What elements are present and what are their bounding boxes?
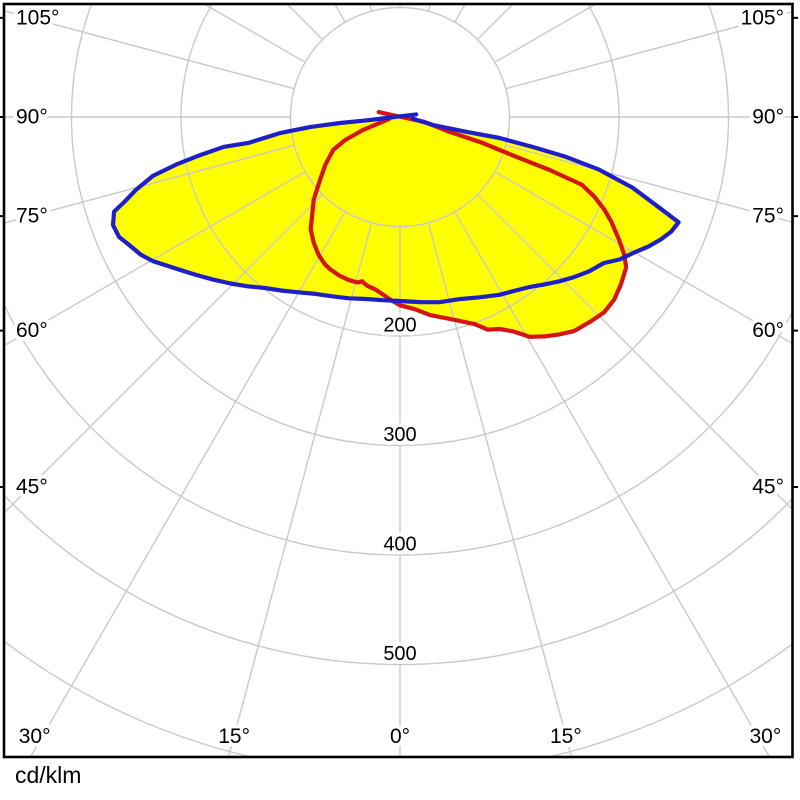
blue-curve-fill xyxy=(113,114,679,303)
angle-label-bottom: 30° xyxy=(749,725,781,748)
angle-label-bottom: 30° xyxy=(19,725,51,748)
angle-label-right: 60° xyxy=(752,319,784,342)
radial-scale-label: 400 xyxy=(383,534,416,556)
angle-label-right: 90° xyxy=(752,106,784,129)
grid-radial-line xyxy=(505,144,793,223)
grid-radial-line xyxy=(427,222,573,757)
angle-label-right: 45° xyxy=(752,476,784,499)
angle-label-left: 75° xyxy=(16,205,48,228)
red-curve xyxy=(308,110,629,339)
grid-radial-line xyxy=(29,211,346,757)
grid-radial-line xyxy=(4,171,306,347)
radial-scale-label: 500 xyxy=(383,643,416,665)
angle-label-left: 105° xyxy=(16,6,59,29)
angle-label-bottom: 15° xyxy=(550,725,582,748)
grid-radial-line xyxy=(476,193,793,511)
grid-radial-line xyxy=(227,222,373,757)
grid-radial-line xyxy=(505,11,793,90)
plot-frame xyxy=(2,2,794,759)
angle-label-bottom: 15° xyxy=(218,725,250,748)
frame-ticks xyxy=(0,16,798,488)
angle-label-right: 105° xyxy=(741,6,784,29)
angle-label-left: 60° xyxy=(16,319,48,342)
radial-scale-label: 300 xyxy=(383,424,416,446)
angle-label-left: 45° xyxy=(16,476,48,499)
grid-radial-line xyxy=(494,171,793,345)
angle-label-left: 90° xyxy=(16,106,48,129)
angle-label-bottom: 0° xyxy=(390,725,410,748)
angle-labels: 105° 105° 90° 90° 75° 75° 60° 60° 45° 45° 30° 15° 0°… xyxy=(12,2,788,752)
unit-label: cd/klm xyxy=(15,762,82,788)
blue-curve xyxy=(110,112,681,305)
angle-label-right: 75° xyxy=(752,205,784,228)
grid-radial-line xyxy=(4,144,295,224)
grid-radial-line xyxy=(454,211,771,757)
radial-scale-label: 200 xyxy=(383,315,416,337)
grid-radial-line xyxy=(4,10,295,90)
